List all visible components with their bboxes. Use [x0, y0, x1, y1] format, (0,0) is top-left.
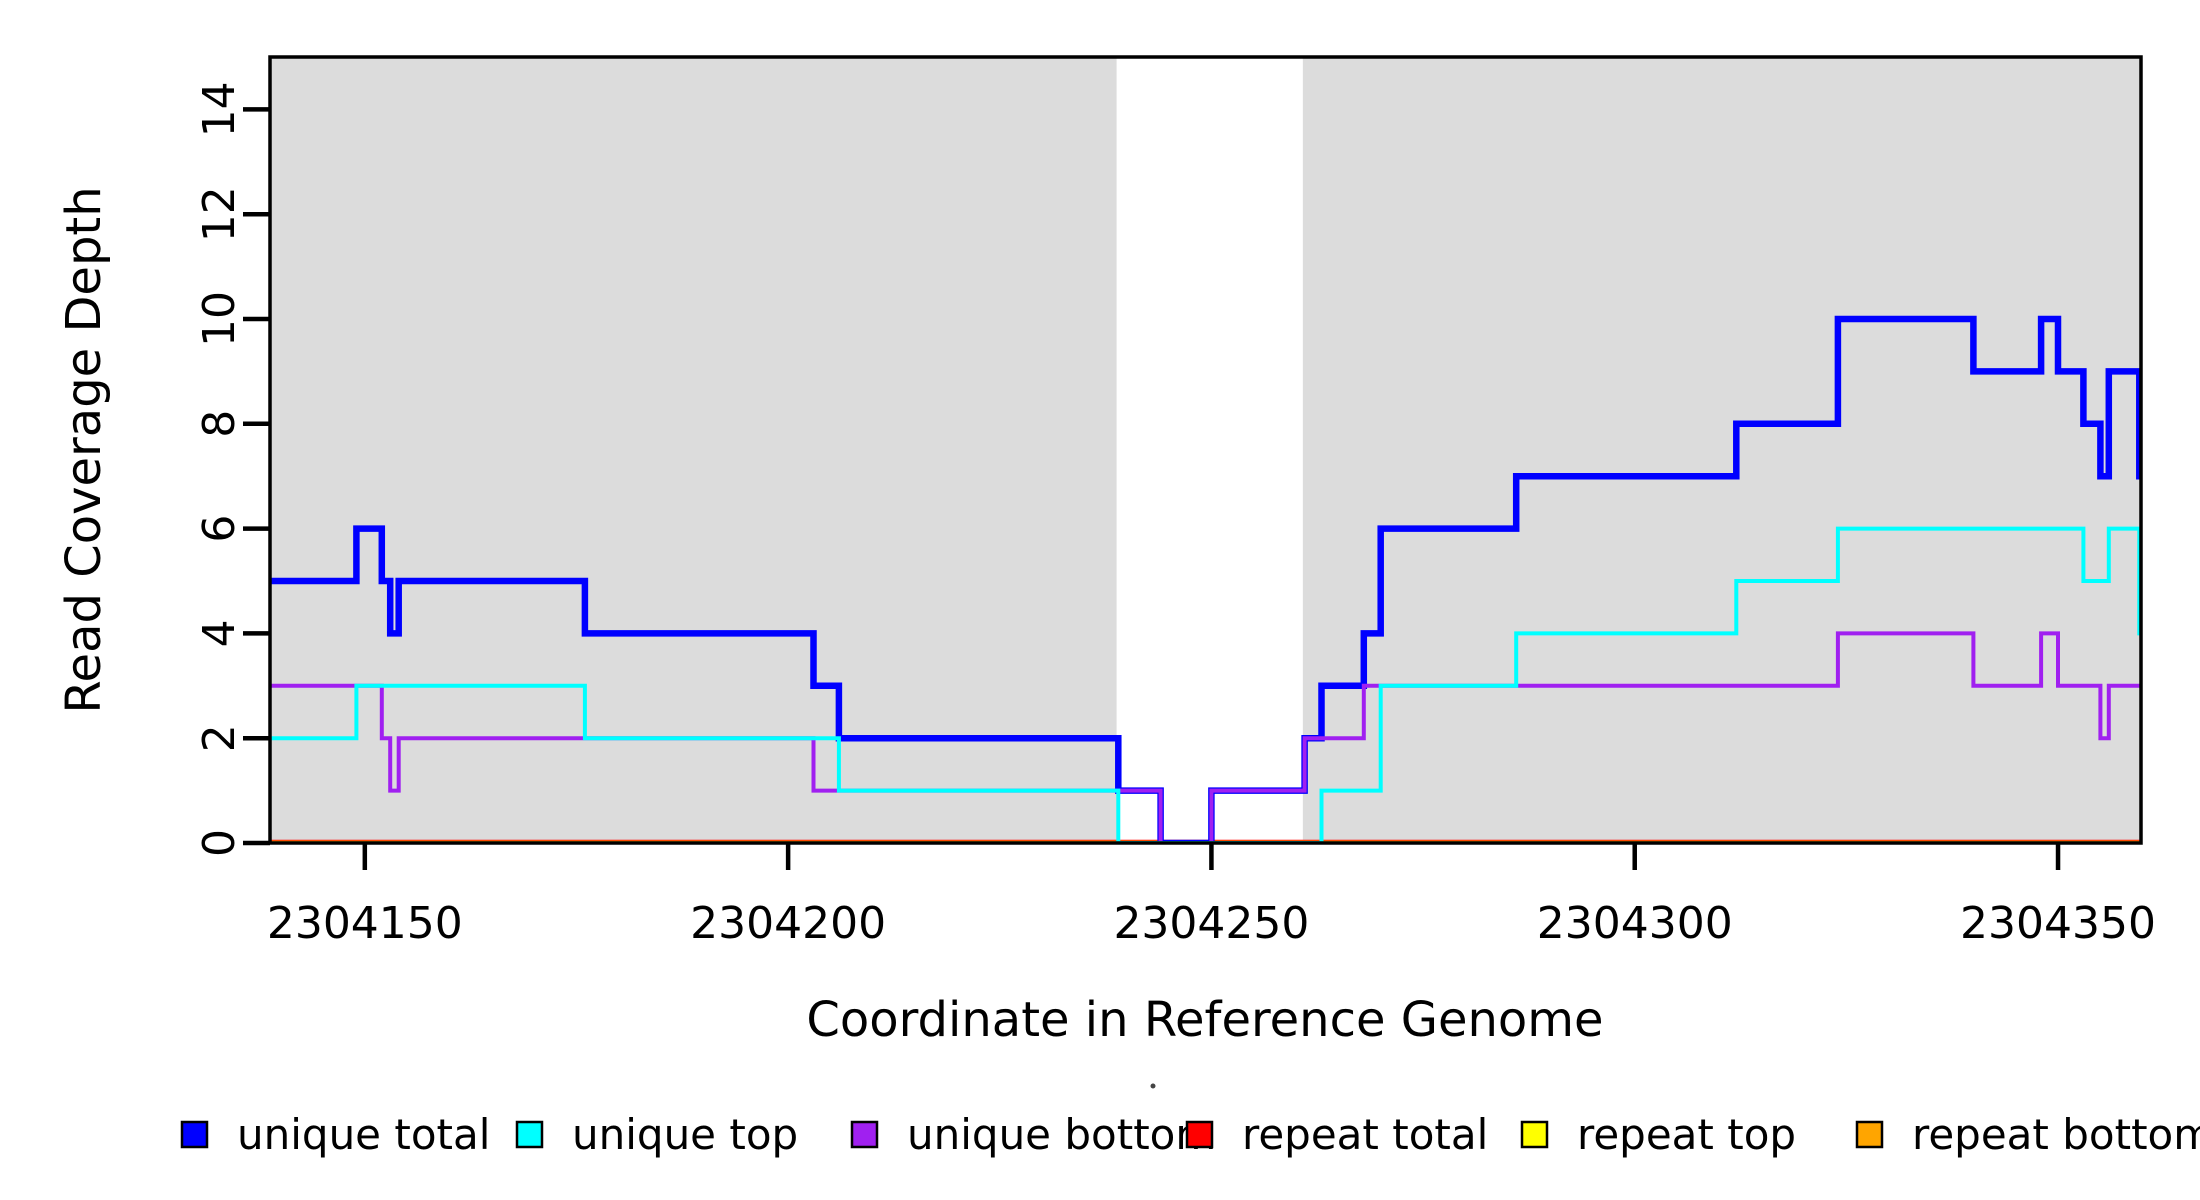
legend-swatch [1185, 1120, 1214, 1149]
x-axis-title: Coordinate in Reference Genome [806, 992, 1603, 1048]
series-line-unique-top [270, 526, 2141, 843]
unique-region-right [1302, 57, 2141, 843]
y-tick-label: 8 [194, 410, 245, 438]
legend-item-repeat-top: repeat top [1520, 1110, 1796, 1159]
x-axis: 2304150 2304200 2304250 2304300 2304350 [267, 843, 2156, 949]
stray-dot-artifact [1150, 1083, 1156, 1089]
legend-item-unique-bottom: unique bottom [850, 1110, 1216, 1159]
shaded-region-bands [270, 57, 2141, 843]
x-tick-label: 2304250 [1113, 898, 1309, 949]
plot-border [268, 55, 2143, 845]
x-tick-label: 2304350 [1960, 898, 2156, 949]
legend-swatch [180, 1120, 209, 1149]
legend-swatch [515, 1120, 544, 1149]
y-axis: 0 2 4 6 8 10 12 14 [194, 81, 270, 857]
legend-item-repeat-bottom: repeat bottom [1855, 1110, 2200, 1159]
y-tick-label: 0 [194, 829, 245, 857]
legend-item-repeat-total: repeat total [1185, 1110, 1488, 1159]
series-line-unique-bottom [270, 631, 2141, 843]
y-axis-title: Read Coverage Depth [56, 186, 112, 713]
legend-swatch [1520, 1120, 1549, 1149]
legend-item-unique-top: unique top [515, 1110, 798, 1159]
x-tick-label: 2304200 [690, 898, 886, 949]
y-tick-label: 14 [194, 81, 245, 137]
unique-region-left [270, 57, 1117, 843]
legend-swatch [1855, 1120, 1884, 1149]
legend-swatch [850, 1120, 879, 1149]
legend-label: unique bottom [907, 1110, 1216, 1159]
y-tick-label: 2 [194, 724, 245, 752]
legend-label: repeat bottom [1912, 1110, 2200, 1159]
legend-label: unique top [572, 1110, 798, 1159]
coverage-series-lines [270, 315, 2141, 843]
legend-label: repeat top [1577, 1110, 1796, 1159]
series-line-unique-total [270, 315, 2141, 843]
y-tick-label: 10 [194, 291, 245, 347]
x-tick-label: 2304300 [1537, 898, 1733, 949]
legend-label: unique total [237, 1110, 490, 1159]
y-tick-label: 6 [194, 515, 245, 543]
legend-label: repeat total [1242, 1110, 1488, 1159]
legend-item-unique-total: unique total [180, 1110, 490, 1159]
y-tick-label: 4 [194, 619, 245, 647]
chart-legend: unique total unique top unique bottom repea… [180, 1110, 2200, 1159]
y-tick-label: 12 [194, 186, 245, 242]
x-tick-label: 2304150 [267, 898, 463, 949]
